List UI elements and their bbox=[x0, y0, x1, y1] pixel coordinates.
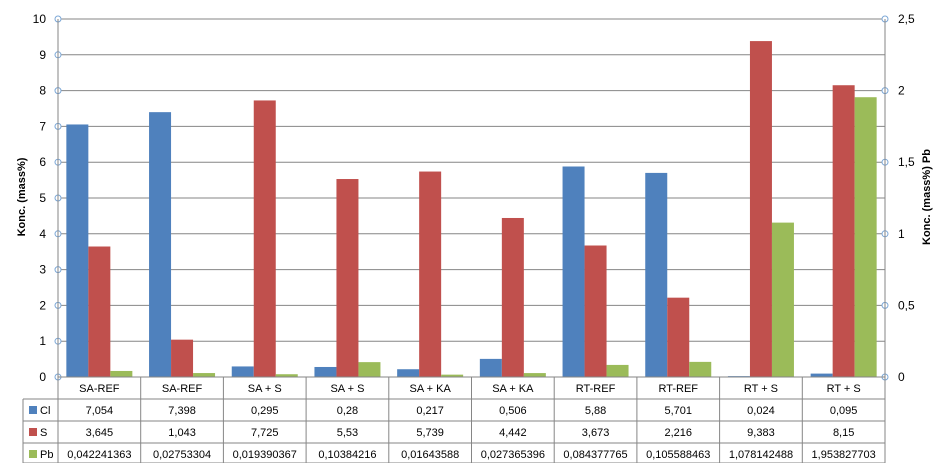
legend-label-pb: Pb bbox=[40, 449, 53, 461]
bar-pb bbox=[358, 362, 381, 377]
y-tick-label: 3 bbox=[39, 263, 46, 277]
y-axis-title: Konc. (mass%) bbox=[16, 157, 28, 236]
data-label: 7,398 bbox=[168, 405, 196, 417]
data-label: 3,673 bbox=[582, 427, 610, 439]
x-tick-label: RT-REF bbox=[576, 383, 616, 395]
data-label: 0,084377765 bbox=[563, 449, 627, 461]
data-label: 0,024 bbox=[747, 405, 775, 417]
data-label: 5,88 bbox=[585, 405, 606, 417]
data-label: 0,02753304 bbox=[153, 449, 211, 461]
legend-label-s: S bbox=[40, 427, 47, 439]
bar-cl bbox=[645, 172, 668, 377]
x-tick-label: SA-REF bbox=[79, 383, 120, 395]
bar-s bbox=[336, 179, 359, 377]
bar-s bbox=[749, 41, 772, 378]
data-label: 8,15 bbox=[833, 427, 854, 439]
bar-pb bbox=[193, 373, 216, 377]
bar-pb bbox=[275, 374, 298, 377]
y-tick-label: 10 bbox=[33, 12, 47, 26]
bar-cl bbox=[231, 366, 254, 377]
data-label: 0,01643588 bbox=[401, 449, 459, 461]
y2-axis-title: Konc. (mass%) Pb bbox=[921, 149, 933, 245]
y2-tick-label: 1 bbox=[898, 227, 905, 241]
legend-swatch-cl bbox=[29, 406, 37, 414]
x-tick-label: RT-REF bbox=[658, 383, 698, 395]
y-tick-label: 0 bbox=[39, 370, 46, 384]
y-tick-label: 6 bbox=[39, 155, 46, 169]
y-tick-label: 9 bbox=[39, 48, 46, 62]
data-label: 1,953827703 bbox=[812, 449, 876, 461]
bar-s bbox=[584, 245, 607, 377]
x-tick-label: SA + KA bbox=[410, 383, 452, 395]
data-label: 0,217 bbox=[416, 405, 444, 417]
bar-cl bbox=[479, 358, 502, 377]
y-tick-label: 7 bbox=[39, 119, 46, 133]
data-label: 5,53 bbox=[337, 427, 358, 439]
data-label: 0,095 bbox=[830, 405, 858, 417]
y2-tick-label: 2 bbox=[898, 84, 905, 98]
bar-cl bbox=[314, 366, 337, 377]
data-label: 1,078142488 bbox=[729, 449, 793, 461]
data-label: 0,295 bbox=[251, 405, 279, 417]
bar-cl bbox=[66, 124, 89, 377]
x-tick-label: RT + S bbox=[744, 383, 778, 395]
data-label: 0,506 bbox=[499, 405, 527, 417]
bar-cl bbox=[562, 166, 585, 377]
bar-cl bbox=[149, 112, 172, 377]
bar-cl bbox=[810, 373, 833, 377]
bar-pb bbox=[689, 361, 712, 377]
bar-s bbox=[253, 100, 276, 377]
y-tick-label: 5 bbox=[39, 191, 46, 205]
data-label: 0,28 bbox=[337, 405, 358, 417]
bar-pb bbox=[523, 373, 546, 377]
bar-s bbox=[88, 246, 111, 377]
bar-pb bbox=[854, 97, 877, 377]
bar-pb bbox=[771, 222, 794, 377]
data-label: 0,019390367 bbox=[233, 449, 297, 461]
bar-pb bbox=[110, 370, 133, 377]
data-label: 4,442 bbox=[499, 427, 527, 439]
data-label: 9,383 bbox=[747, 427, 775, 439]
data-label: 5,739 bbox=[416, 427, 444, 439]
x-tick-label: SA + S bbox=[330, 383, 364, 395]
x-tick-label: SA + S bbox=[248, 383, 282, 395]
bar-s bbox=[501, 217, 524, 377]
x-tick-label: RT + S bbox=[827, 383, 861, 395]
data-label: 3,645 bbox=[86, 427, 114, 439]
data-label: 0,042241363 bbox=[67, 449, 131, 461]
legend-swatch-s bbox=[29, 428, 37, 436]
y2-tick-label: 0 bbox=[898, 370, 905, 384]
bar-s bbox=[832, 85, 855, 377]
data-label: 7,054 bbox=[86, 405, 114, 417]
data-label: 0,10384216 bbox=[318, 449, 376, 461]
data-label: 0,027365396 bbox=[481, 449, 545, 461]
legend-swatch-pb bbox=[29, 450, 37, 458]
data-label: 1,043 bbox=[168, 427, 196, 439]
y2-tick-label: 0,5 bbox=[898, 298, 915, 312]
y-tick-label: 2 bbox=[39, 298, 46, 312]
data-label: 2,216 bbox=[664, 427, 692, 439]
legend-label-cl: Cl bbox=[40, 405, 50, 417]
bar-pb bbox=[441, 374, 464, 377]
bar-pb bbox=[606, 364, 629, 377]
y-tick-label: 4 bbox=[39, 227, 46, 241]
y2-tick-label: 2,5 bbox=[898, 12, 915, 26]
bar-s bbox=[419, 171, 442, 377]
y-tick-label: 1 bbox=[39, 334, 46, 348]
data-label: 5,701 bbox=[664, 405, 692, 417]
data-label: 7,725 bbox=[251, 427, 279, 439]
bar-s bbox=[171, 339, 194, 377]
x-tick-label: SA-REF bbox=[162, 383, 203, 395]
y-tick-label: 8 bbox=[39, 84, 46, 98]
data-label: 0,105588463 bbox=[646, 449, 710, 461]
x-tick-label: SA + KA bbox=[492, 383, 534, 395]
bar-cl bbox=[397, 369, 420, 377]
bar-s bbox=[667, 297, 690, 377]
y2-tick-label: 1,5 bbox=[898, 155, 915, 169]
